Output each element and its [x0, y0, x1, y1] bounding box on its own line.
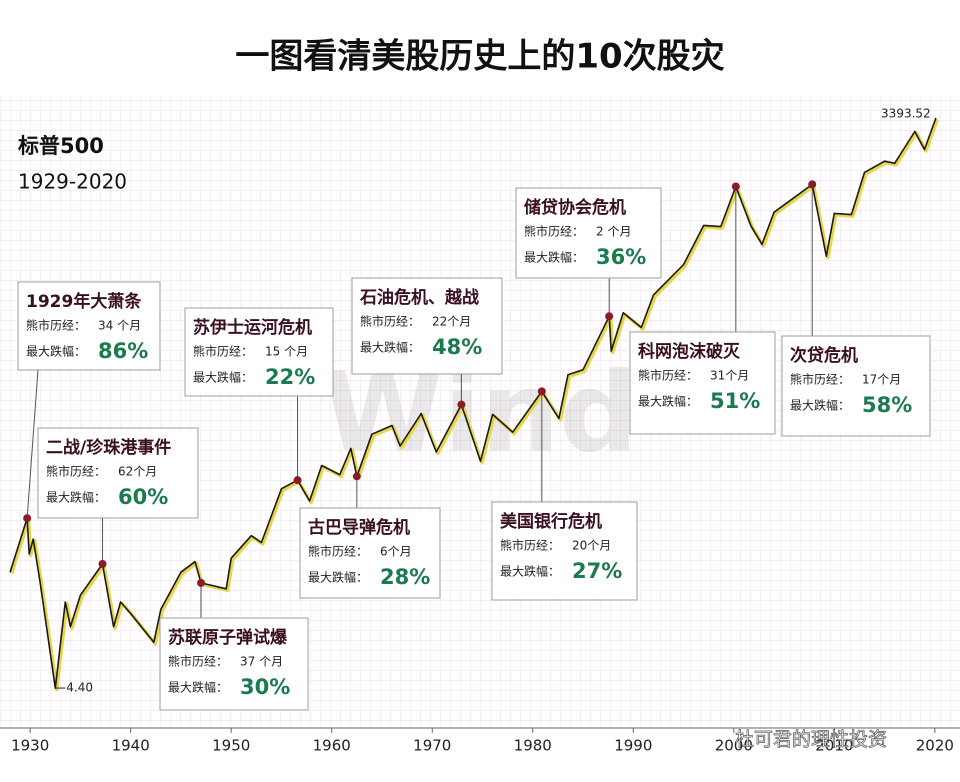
duration-label: 熊市历经： [524, 224, 584, 239]
drop-label: 最大跌幅： [46, 490, 106, 505]
drop: 22% [265, 365, 315, 389]
drop: 36% [596, 245, 646, 269]
annotation-box [515, 187, 662, 279]
drop: 60% [118, 485, 168, 509]
annotation-box [299, 507, 441, 599]
duration: 20个月 [572, 539, 611, 553]
annotation-title: 储贷协会危机 [524, 197, 626, 218]
event-dot [293, 476, 302, 485]
x-tick-label: 1950 [212, 737, 250, 755]
period: 1929-2020 [18, 170, 127, 194]
annotation-title: 科网泡沫破灭 [638, 341, 741, 362]
source: 杜可君的理性投资 [735, 729, 887, 751]
subtitle: 标普500 [18, 134, 104, 158]
drop: 58% [862, 393, 912, 417]
annotation-box [491, 501, 638, 601]
duration-label: 熊市历经： [193, 344, 253, 359]
duration-label: 熊市历经： [308, 544, 368, 559]
event-dot [23, 514, 32, 523]
duration: 15 个月 [265, 345, 308, 359]
event-dot [808, 180, 817, 189]
annotation-title: 石油危机、越战 [359, 287, 479, 308]
drop-label: 最大跌幅： [500, 564, 560, 579]
event-dot [731, 182, 740, 191]
duration-label: 熊市历经： [46, 464, 106, 479]
drop-label: 最大跌幅： [360, 340, 420, 355]
line-shadow [9, 118, 940, 692]
annotation-box [629, 331, 776, 435]
chart-title: 一图看清美股历史上的10次股灾 [235, 37, 724, 77]
drop-label: 最大跌幅： [638, 394, 698, 409]
x-tick-label: 2000 [715, 737, 753, 755]
annotation-box [781, 335, 931, 437]
duration-label: 熊市历经： [168, 654, 228, 669]
x-tick-label: 1990 [614, 737, 652, 755]
drop: 86% [98, 339, 148, 363]
event-dot [197, 578, 206, 587]
low-label: 4.40 [66, 681, 93, 695]
drop-label: 最大跌幅： [308, 570, 368, 585]
annotation-box [184, 307, 334, 397]
event-dot [98, 559, 107, 568]
duration-label: 熊市历经： [26, 318, 86, 333]
annotation-box [17, 281, 161, 371]
duration-label: 熊市历经： [790, 372, 850, 387]
drop-label: 最大跌幅： [524, 250, 584, 265]
x-tick-label: 2010 [815, 737, 853, 755]
duration-label: 熊市历经： [500, 538, 560, 553]
x-tick-label: 1970 [413, 737, 451, 755]
annotation-box [37, 427, 199, 519]
event-dot [352, 472, 361, 481]
duration: 62个月 [118, 465, 157, 479]
x-tick-label: 1980 [514, 737, 552, 755]
duration: 2 个月 [596, 225, 631, 239]
annotation-title: 苏联原子弹试爆 [168, 627, 288, 648]
event-dot [457, 400, 466, 409]
annotation-title: 二战/珍珠港事件 [46, 437, 171, 458]
drop: 51% [710, 389, 760, 413]
x-tick-label: 1940 [112, 737, 150, 755]
connector [26, 369, 39, 519]
drop: 30% [240, 675, 290, 699]
duration-label: 熊市历经： [638, 368, 698, 383]
drop: 27% [572, 559, 622, 583]
annotation-box [351, 277, 503, 375]
drop-label: 最大跌幅： [168, 680, 228, 695]
line [9, 117, 937, 689]
duration: 17个月 [862, 373, 901, 387]
annotation-box [159, 617, 309, 711]
peak-label: 3393.52 [881, 107, 931, 121]
drop: 28% [380, 565, 430, 589]
drop: 48% [432, 335, 482, 359]
event-dot [537, 387, 546, 396]
annotation-title: 苏伊士运河危机 [193, 317, 312, 338]
annotation-title: 美国银行危机 [500, 511, 602, 532]
duration: 22个月 [432, 315, 471, 329]
duration: 31个月 [710, 369, 749, 383]
x-tick-label: 1960 [313, 737, 351, 755]
annotation-title: 次贷危机 [790, 345, 858, 366]
drop-label: 最大跌幅： [26, 344, 86, 359]
duration-label: 熊市历经： [360, 314, 420, 329]
x-tick-label: 2020 [916, 737, 954, 755]
annotation-title: 古巴导弹危机 [308, 517, 410, 538]
x-tick-label: 1930 [11, 737, 49, 755]
duration: 6个月 [380, 545, 412, 559]
annotation-title: 1929年大萧条 [26, 291, 142, 312]
drop-label: 最大跌幅： [193, 370, 253, 385]
duration: 37 个月 [240, 655, 283, 669]
drop-label: 最大跌幅： [790, 398, 850, 413]
duration: 34 个月 [98, 319, 141, 333]
event-dot [605, 312, 614, 321]
